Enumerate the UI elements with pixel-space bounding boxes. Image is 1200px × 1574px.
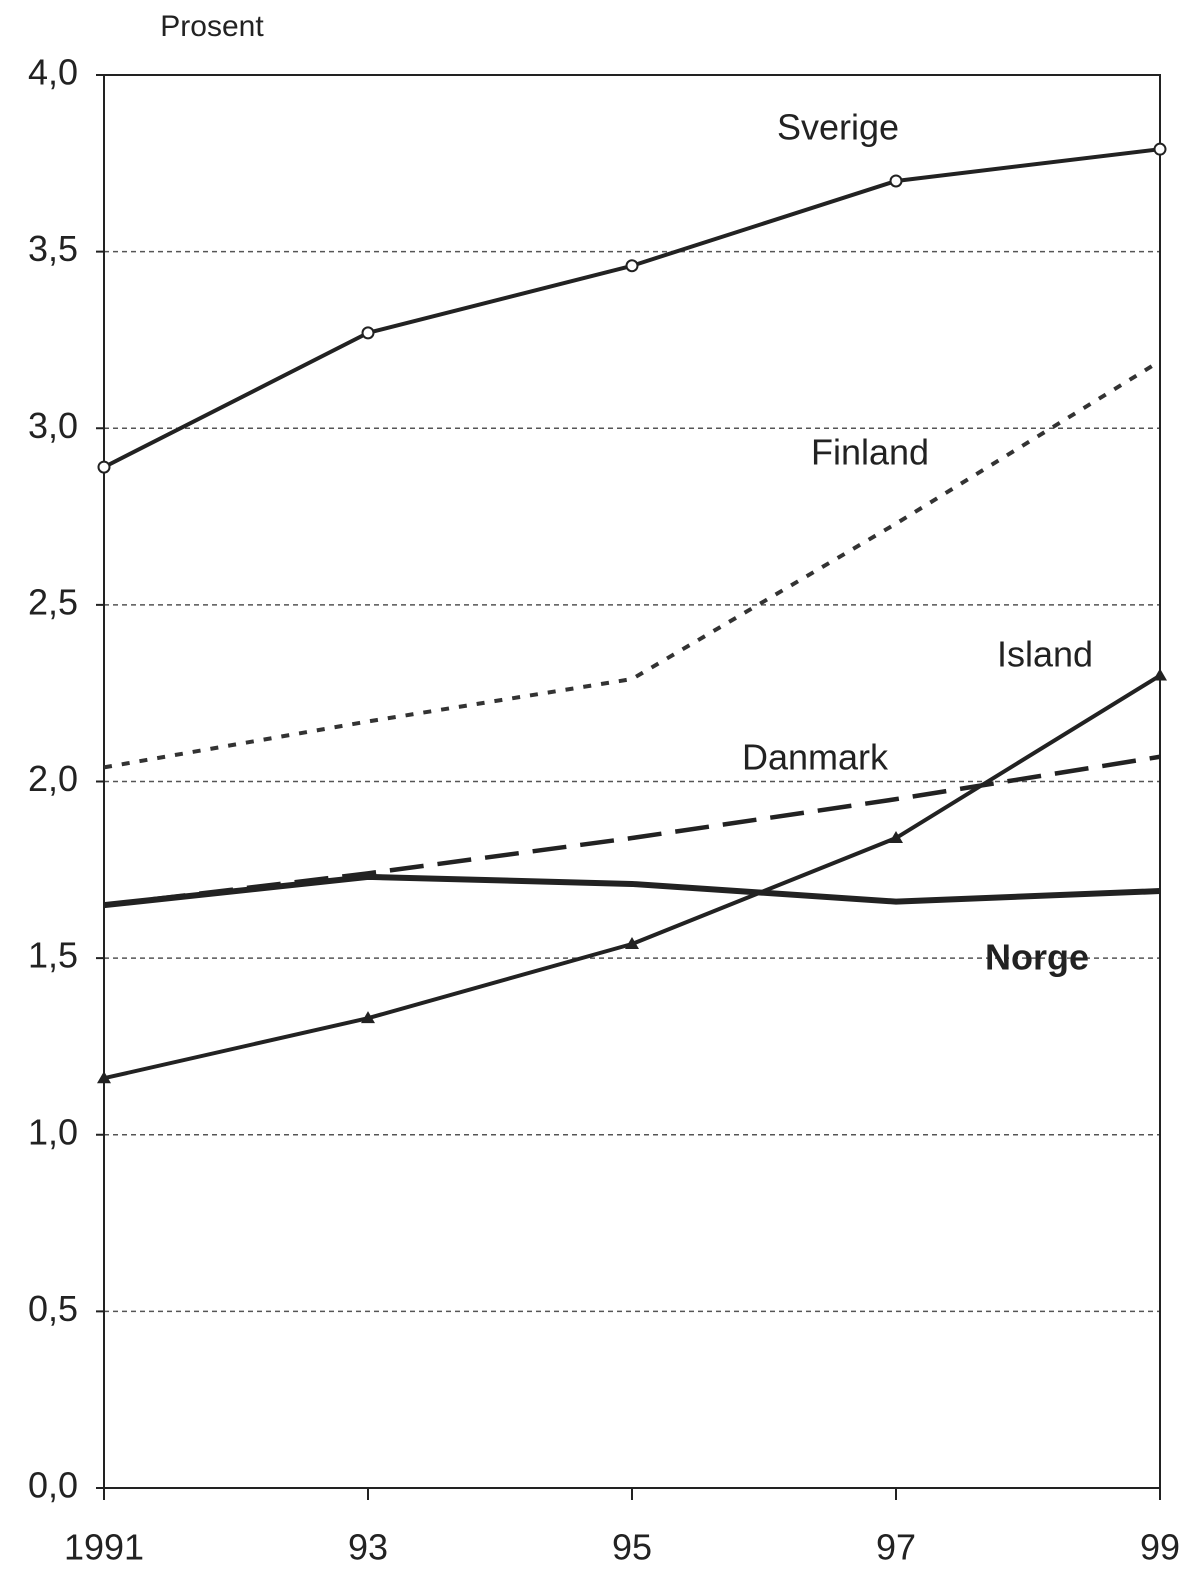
x-tick-label: 1991 [64, 1527, 144, 1568]
point [97, 460, 111, 474]
y-tick-label: 2,0 [28, 758, 78, 799]
x-tick-label: 97 [876, 1527, 916, 1568]
y-tick-label: 0,5 [28, 1288, 78, 1329]
plot-frame [103, 74, 1161, 1489]
y-tick-label: 3,0 [28, 405, 78, 446]
x-tick-label: 93 [348, 1527, 388, 1568]
point [625, 936, 639, 949]
y-tick-label: 3,5 [28, 228, 78, 269]
series-line [103, 359, 1162, 770]
x-tick-label: 95 [612, 1527, 652, 1568]
y-tick-label: 2,5 [28, 581, 78, 622]
series-label: Island [997, 634, 1093, 675]
y-tick-label: 1,0 [28, 1111, 78, 1152]
y-tick-label: 4,0 [28, 52, 78, 93]
x-tick-label: 99 [1140, 1527, 1180, 1568]
series-label: Danmark [742, 737, 889, 778]
point [361, 326, 375, 340]
series-line [103, 673, 1162, 1081]
point [1153, 668, 1167, 681]
series-line [103, 873, 1161, 909]
y-axis-label: Prosent [160, 10, 264, 43]
y-tick-label: 0,0 [28, 1465, 78, 1506]
series-label: Finland [811, 432, 929, 473]
series-line [103, 147, 1161, 469]
point [625, 259, 639, 273]
point [889, 174, 903, 188]
point [889, 831, 903, 844]
series-label: Sverige [777, 107, 899, 148]
point [1153, 142, 1167, 156]
y-tick-label: 1,5 [28, 935, 78, 976]
series-label: Norge [985, 937, 1089, 978]
point [361, 1011, 375, 1024]
point [97, 1071, 111, 1084]
